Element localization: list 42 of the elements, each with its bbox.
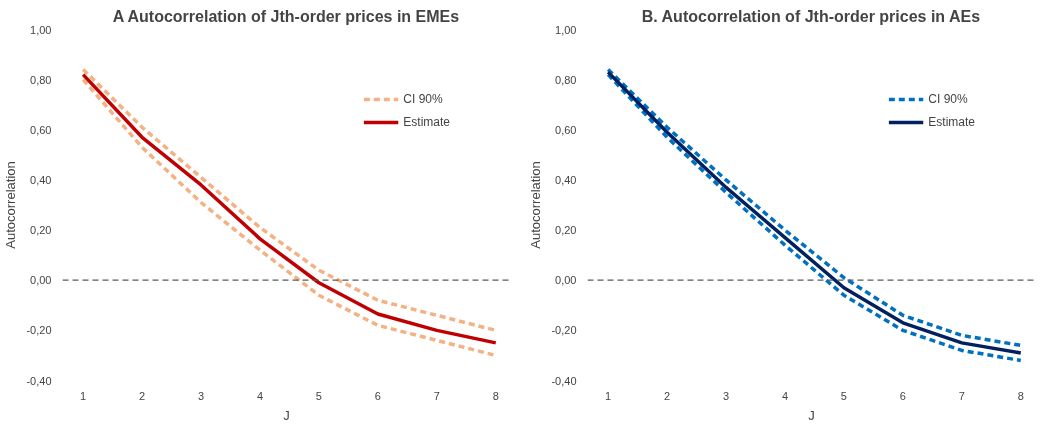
y-tick-label: -0,40 bbox=[26, 374, 52, 387]
x-tick-label: 5 bbox=[840, 389, 847, 402]
x-axis-title: J bbox=[283, 407, 290, 423]
x-tick-label: 1 bbox=[80, 389, 87, 402]
x-tick-label: 5 bbox=[315, 389, 322, 402]
y-tick-label: 0,00 bbox=[555, 274, 577, 287]
x-tick-label: 6 bbox=[899, 389, 906, 402]
x-tick-label: 3 bbox=[722, 389, 730, 402]
x-tick-label: 8 bbox=[1017, 389, 1024, 402]
x-tick-label: 2 bbox=[664, 389, 671, 402]
legend-label: CI 90% bbox=[928, 92, 968, 106]
y-tick-label: -0,40 bbox=[551, 374, 577, 387]
y-tick-label: -0,20 bbox=[551, 324, 577, 337]
chart-title: A Autocorrelation of Jth-order prices in EMEs bbox=[112, 7, 460, 25]
legend-label: Estimate bbox=[403, 115, 450, 129]
legend-label: CI 90% bbox=[403, 92, 443, 106]
x-tick-label: 4 bbox=[256, 389, 264, 402]
y-tick-label: 0,20 bbox=[555, 224, 577, 237]
y-tick-label: 0,80 bbox=[30, 73, 52, 86]
y-tick-label: 1,00 bbox=[30, 23, 52, 36]
chart-title: B. Autocorrelation of Jth-order prices in AEs bbox=[641, 7, 981, 25]
y-axis-title: Autocorrelation bbox=[3, 161, 19, 249]
x-tick-label: 7 bbox=[958, 389, 965, 402]
x-tick-label: 6 bbox=[374, 389, 381, 402]
legend-label: Estimate bbox=[928, 115, 975, 129]
y-tick-label: 0,00 bbox=[30, 274, 52, 287]
y-tick-label: 0,40 bbox=[30, 173, 52, 186]
x-tick-label: 7 bbox=[433, 389, 440, 402]
x-axis-title: J bbox=[808, 407, 815, 423]
x-tick-label: 8 bbox=[492, 389, 499, 402]
y-tick-label: 1,00 bbox=[555, 23, 577, 36]
x-tick-label: 4 bbox=[781, 389, 789, 402]
y-tick-label: 0,60 bbox=[555, 123, 577, 136]
y-tick-label: 0,60 bbox=[30, 123, 52, 136]
y-axis-title: Autocorrelation bbox=[528, 161, 544, 249]
x-tick-label: 1 bbox=[605, 389, 612, 402]
y-tick-label: 0,80 bbox=[555, 73, 577, 86]
x-tick-label: 2 bbox=[139, 389, 146, 402]
y-tick-label: 0,20 bbox=[30, 224, 52, 237]
y-tick-label: 0,40 bbox=[555, 173, 577, 186]
x-tick-label: 3 bbox=[197, 389, 205, 402]
y-tick-label: -0,20 bbox=[26, 324, 52, 337]
